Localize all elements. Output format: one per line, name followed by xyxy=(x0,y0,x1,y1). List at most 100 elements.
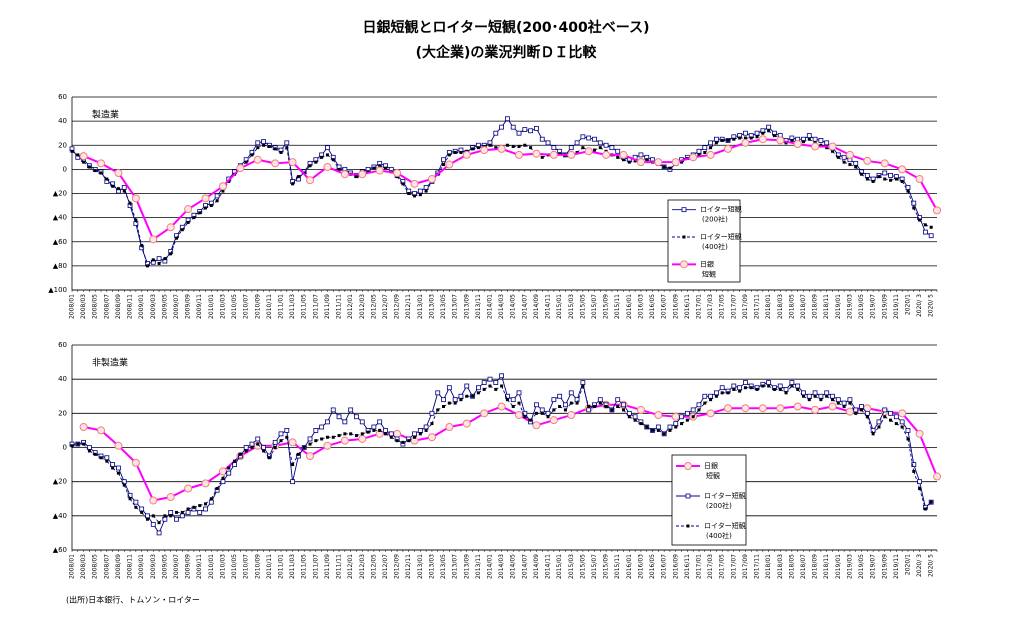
point xyxy=(500,384,504,388)
tankan-point xyxy=(201,479,210,488)
point xyxy=(557,393,563,399)
point xyxy=(121,185,127,190)
x-tick-label: 2019/05 xyxy=(858,294,865,319)
tankan-point xyxy=(271,159,280,168)
point xyxy=(638,152,644,158)
point xyxy=(145,264,149,268)
legend-marker xyxy=(682,235,686,239)
point xyxy=(378,164,382,168)
tankan-point xyxy=(375,166,384,175)
point xyxy=(540,155,544,159)
x-tick-label: 2009/07 xyxy=(173,294,180,319)
tankan-point xyxy=(131,458,140,467)
x-tick-label: 2009/07 xyxy=(173,554,180,579)
series-segment xyxy=(431,392,439,414)
point xyxy=(82,442,86,446)
legend-box xyxy=(671,454,747,546)
tankan-point xyxy=(79,423,88,431)
point xyxy=(401,440,405,444)
point xyxy=(151,258,155,262)
point xyxy=(226,470,232,476)
point xyxy=(383,166,387,170)
point xyxy=(401,182,405,186)
y-tick-label: ▲20 xyxy=(53,478,67,486)
point xyxy=(284,428,290,433)
point xyxy=(586,135,592,141)
point xyxy=(378,428,382,432)
point xyxy=(169,514,173,518)
tankan-point xyxy=(340,436,349,445)
point xyxy=(221,189,225,193)
point xyxy=(291,463,295,467)
point xyxy=(156,256,162,262)
point xyxy=(442,163,446,167)
point xyxy=(413,435,417,439)
tankan-point xyxy=(549,416,558,425)
point xyxy=(622,408,626,412)
point xyxy=(139,506,145,512)
tankan-point xyxy=(149,496,158,505)
tankan-point xyxy=(184,484,193,493)
x-tick-label: 2016/03 xyxy=(637,554,644,579)
x-tick-label: 2011/05 xyxy=(301,294,308,319)
point xyxy=(737,385,743,391)
point xyxy=(738,136,742,140)
point xyxy=(842,405,846,408)
point xyxy=(918,218,922,222)
point xyxy=(418,432,422,436)
series-segment xyxy=(170,237,177,254)
x-tick-label: 2013/05 xyxy=(440,554,447,579)
point xyxy=(708,140,713,146)
point xyxy=(632,414,638,420)
tankan-point xyxy=(306,452,315,461)
point xyxy=(679,414,684,420)
x-tick-label: 2011/01 xyxy=(277,554,284,579)
x-tick-label: 2009/01 xyxy=(138,294,145,319)
series-segment xyxy=(129,203,137,221)
point xyxy=(806,393,812,399)
point xyxy=(493,130,499,136)
point xyxy=(529,146,533,150)
point xyxy=(76,442,80,446)
tankan-point xyxy=(340,170,349,179)
point xyxy=(674,425,678,429)
point xyxy=(366,170,370,174)
tankan-point xyxy=(741,138,750,147)
point xyxy=(854,411,858,415)
point xyxy=(285,435,289,439)
point xyxy=(523,415,527,419)
point xyxy=(233,459,237,463)
series-segment xyxy=(919,488,926,510)
point xyxy=(790,384,794,388)
point xyxy=(99,171,103,175)
x-tick-label: 2019/07 xyxy=(870,554,877,579)
point xyxy=(871,179,875,183)
tankan-point xyxy=(602,150,611,159)
point xyxy=(581,146,585,150)
tankan-point xyxy=(445,160,454,169)
point xyxy=(853,160,859,166)
point xyxy=(70,149,74,153)
x-tick-label: 2015/07 xyxy=(591,294,598,319)
y-tick-label: 40 xyxy=(58,117,67,125)
point xyxy=(651,428,655,432)
point xyxy=(417,188,423,194)
point xyxy=(267,144,271,148)
x-tick-label: 2014/05 xyxy=(510,294,517,319)
tankan-point xyxy=(410,179,419,188)
point xyxy=(755,387,759,391)
point xyxy=(825,394,829,398)
x-tick-label: 2009/05 xyxy=(161,554,168,579)
point xyxy=(319,424,325,430)
x-tick-label: 2020/1 xyxy=(904,294,911,315)
point xyxy=(865,177,869,181)
series-segment xyxy=(123,484,131,499)
point xyxy=(685,418,689,422)
point xyxy=(889,178,893,182)
point xyxy=(743,130,748,136)
x-tick-label: 2009/09 xyxy=(185,294,192,319)
x-tick-label: 2012/03 xyxy=(359,294,366,319)
point xyxy=(296,452,300,456)
point xyxy=(719,385,725,391)
point xyxy=(465,394,469,398)
